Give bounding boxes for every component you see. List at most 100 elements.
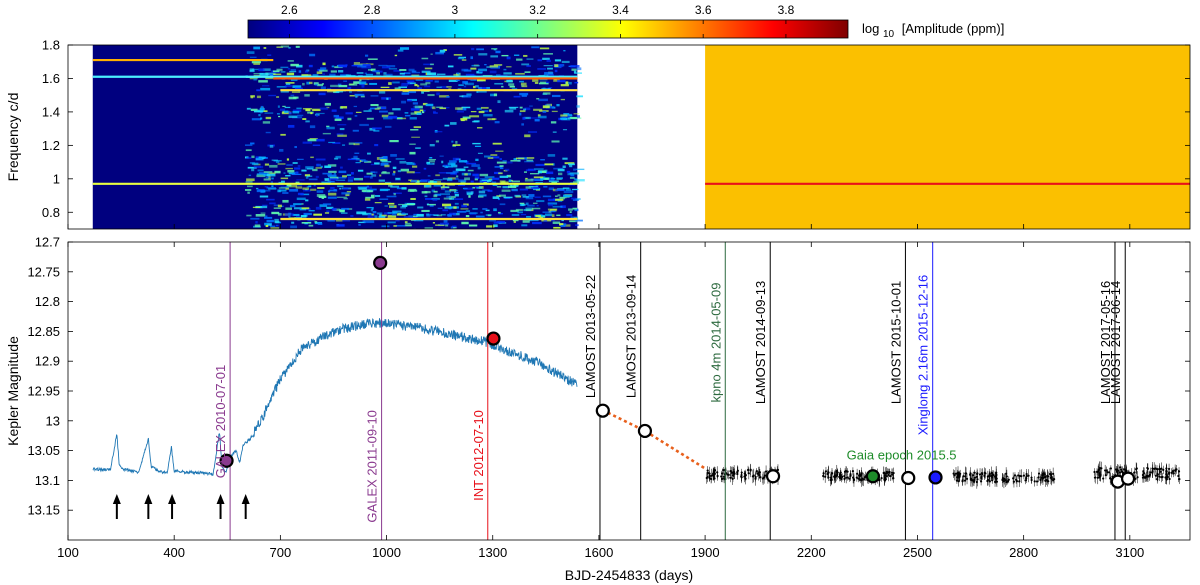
heatmap-speckle [443, 220, 448, 223]
data-point [756, 472, 759, 475]
data-point [1030, 478, 1033, 482]
data-point [729, 470, 732, 473]
heatmap-speckle [291, 91, 301, 93]
heatmap-speckle [350, 215, 354, 217]
data-point [740, 473, 743, 477]
heatmap-speckle [540, 159, 545, 161]
heatmap-speckle [444, 190, 451, 193]
heatmap-speckle [245, 181, 253, 183]
data-point [986, 479, 989, 483]
heatmap-speckle [454, 191, 459, 194]
heatmap-speckle [461, 204, 468, 208]
heatmap-speckle [313, 213, 323, 216]
heatmap-speckle [406, 203, 416, 206]
heatmap-speckle [255, 156, 262, 159]
heatmap-speckle [338, 84, 348, 88]
data-point [892, 477, 895, 480]
heatmap-speckle [544, 163, 554, 166]
heatmap-speckle [429, 144, 435, 147]
heatmap-speckle [489, 65, 499, 68]
ytick-label: 12.75 [27, 264, 60, 279]
heatmap-speckle [392, 192, 402, 194]
heatmap-speckle [341, 192, 351, 195]
heatmap-speckle [400, 168, 410, 172]
heatmap-speckle [322, 132, 331, 135]
data-point [1013, 474, 1017, 477]
heatmap-speckle [501, 85, 504, 88]
heatmap-speckle [264, 216, 273, 219]
heatmap-speckle [528, 194, 535, 197]
heatmap-speckle [528, 219, 539, 222]
heatmap-speckle [454, 202, 459, 205]
heatmap-speckle [333, 172, 336, 175]
heatmap-speckle [504, 109, 514, 113]
heatmap-speckle [524, 160, 534, 163]
heatmap-speckle [290, 69, 296, 71]
heatmap-speckle [472, 142, 481, 145]
heatmap-speckle [280, 45, 290, 48]
data-point [846, 470, 849, 473]
heatmap-speckle [274, 220, 280, 224]
heatmap-speckle [452, 157, 460, 161]
heatmap-speckle [549, 87, 553, 89]
heatmap-speckle [428, 158, 436, 161]
heatmap-speckle [526, 65, 531, 67]
data-point [1045, 479, 1048, 482]
heatmap-speckle [312, 168, 318, 172]
heatmap-speckle [562, 187, 570, 190]
heatmap-speckle [464, 173, 468, 176]
colorbar-tick-label: 2.8 [364, 3, 381, 17]
heatmap-speckle [369, 107, 378, 110]
heatmap-speckle [306, 167, 313, 170]
heatmap-speckle [296, 64, 303, 68]
heatmap-speckle [548, 180, 559, 183]
heatmap-speckle [401, 187, 407, 190]
heatmap-speckle [385, 73, 393, 77]
heatmap-speckle [326, 126, 335, 130]
heatmap-speckle [550, 121, 557, 124]
heatmap-area [92, 45, 1190, 229]
heatmap-speckle [426, 203, 436, 206]
event-label: GALEX 2011-09-10 [365, 410, 380, 523]
heatmap-speckle [354, 178, 360, 180]
heatmap-speckle [503, 196, 513, 199]
heatmap-speckle [456, 175, 459, 178]
heatmap-speckle [478, 71, 483, 74]
heatmap-speckle [291, 221, 295, 224]
data-point [736, 469, 739, 472]
heatmap-speckle [374, 195, 381, 197]
data-point [1017, 474, 1020, 477]
heatmap-speckle [291, 173, 302, 175]
heatmap-ytick-label: 1.4 [42, 104, 60, 119]
heatmap-speckle [543, 185, 548, 188]
heatmap-speckle [572, 188, 579, 191]
heatmap-speckle [259, 72, 269, 76]
heatmap-speckle [251, 168, 255, 172]
heatmap-speckle [290, 63, 299, 67]
heatmap-speckle [499, 203, 506, 206]
heatmap-speckle [542, 110, 547, 113]
heatmap-speckle [388, 68, 398, 70]
data-point [955, 479, 959, 482]
data-point [835, 469, 838, 473]
heatmap-speckle [499, 165, 504, 167]
heatmap-speckle [426, 213, 429, 216]
heatmap-speckle [441, 187, 446, 190]
data-point [1178, 478, 1181, 481]
data-point [758, 474, 761, 477]
heatmap-speckle [415, 79, 424, 81]
heatmap-speckle [498, 211, 501, 214]
data-point [759, 476, 762, 479]
heatmap-speckle [493, 93, 498, 97]
heatmap-speckle [458, 84, 464, 87]
heatmap-speckle [315, 206, 322, 210]
heatmap-speckle [383, 116, 393, 120]
heatmap-speckle [463, 203, 469, 206]
heatmap-speckle [437, 207, 443, 209]
heatmap-speckle [454, 193, 459, 197]
heatmap-speckle [293, 203, 302, 206]
heatmap-speckle [261, 204, 268, 207]
event-label: kpno 4m 2014-05-09 [708, 283, 723, 403]
heatmap-speckle [303, 212, 312, 216]
data-point [849, 474, 852, 477]
